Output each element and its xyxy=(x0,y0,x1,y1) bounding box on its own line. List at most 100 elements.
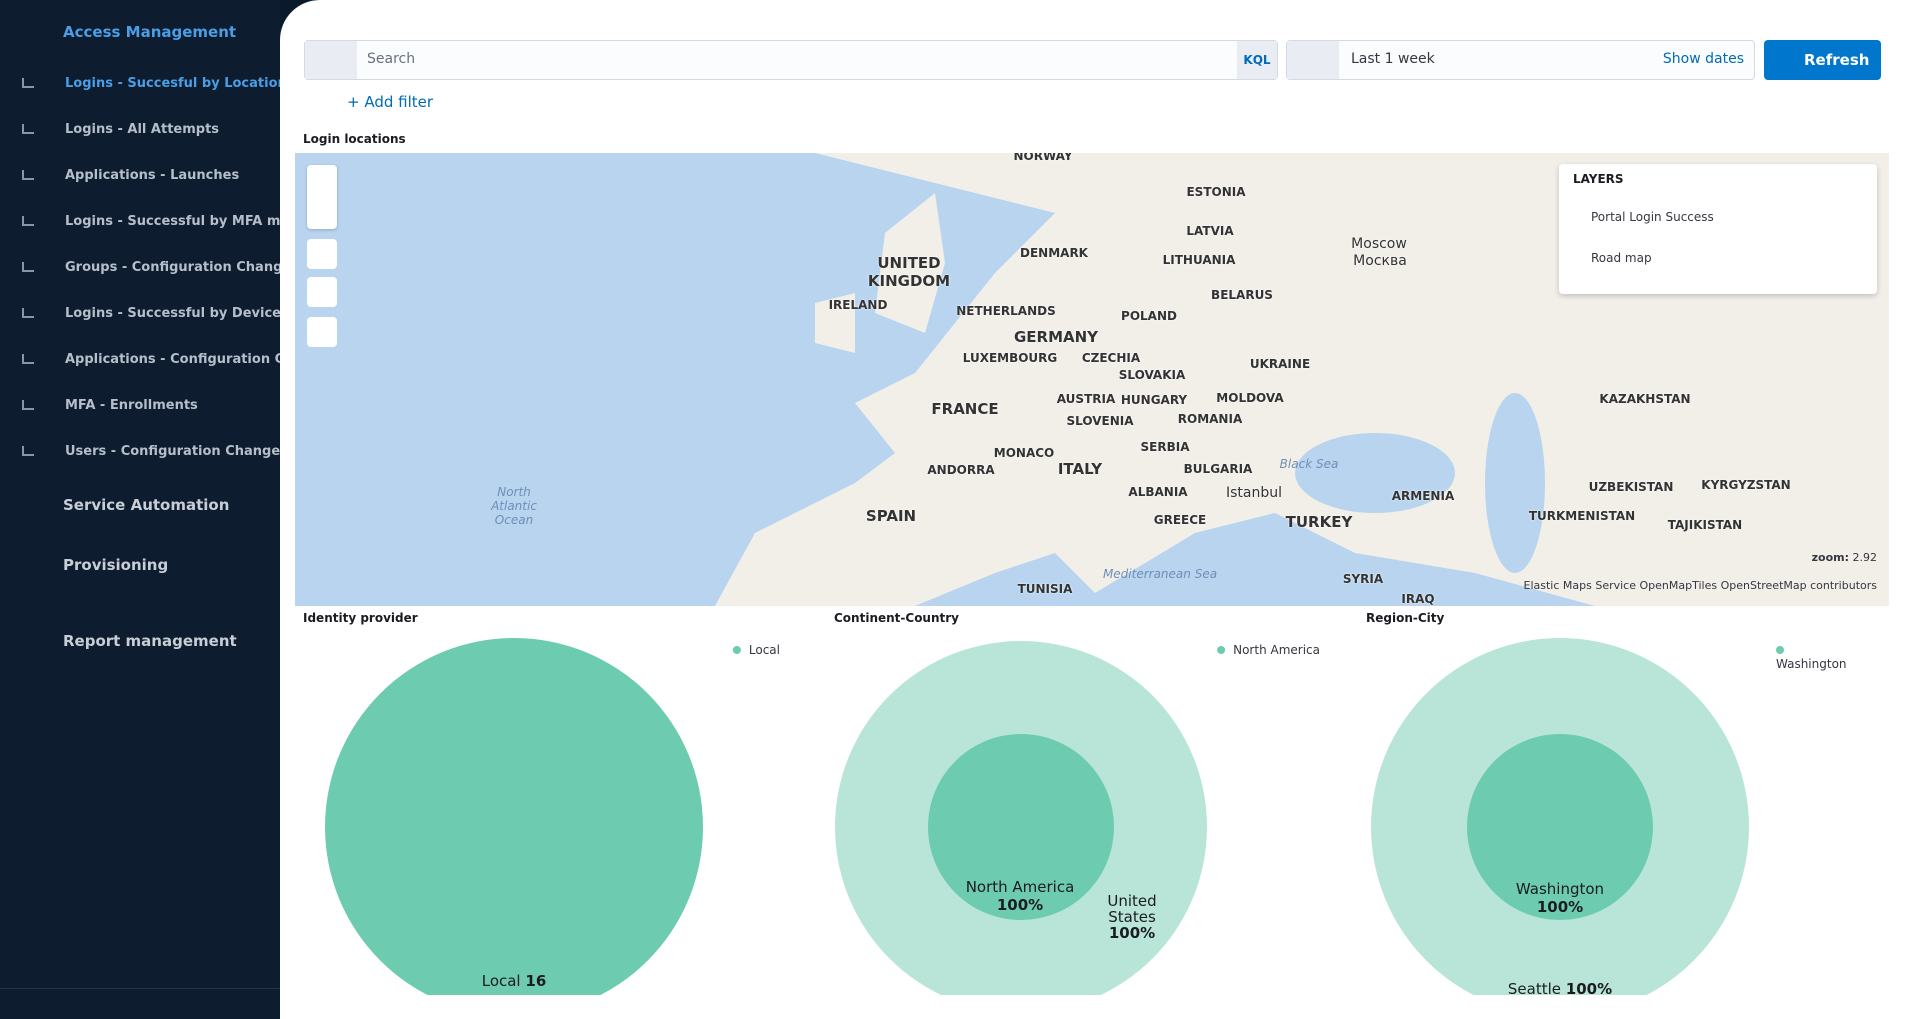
map-title: Login locations xyxy=(303,132,406,146)
map-label: Istanbul xyxy=(1225,485,1283,501)
panel-title: Continent-Country xyxy=(834,611,959,625)
nav-icon xyxy=(22,170,34,180)
map-label: SYRIA xyxy=(1342,572,1384,586)
layer[interactable]: Road map xyxy=(1591,251,1652,265)
map-label: TUNISIA xyxy=(1017,582,1073,596)
refresh-button[interactable]: Refresh xyxy=(1764,40,1881,80)
nav-item[interactable]: Logins - All Attempts xyxy=(65,122,220,137)
layer[interactable]: Portal Login Success xyxy=(1591,210,1714,224)
map-label: Moscow xyxy=(1351,236,1407,252)
map-label: Black Sea xyxy=(1279,457,1339,471)
saved-query-button[interactable] xyxy=(305,41,357,79)
map-label: POLAND xyxy=(1121,309,1177,323)
nav-icon xyxy=(22,308,34,318)
main-panel: Search KQL Last 1 week Show dates Refres… xyxy=(280,0,1920,1019)
zoom-indicator: zoom: 2.92 xyxy=(1812,551,1877,564)
nav-item[interactable]: Logins - Successful by Device xyxy=(65,306,281,321)
slice-value: 100% xyxy=(1536,898,1584,916)
map-label: NORWAY xyxy=(1013,153,1073,163)
legend-item[interactable]: Local xyxy=(733,643,780,657)
map-label: UZBEKISTAN xyxy=(1588,480,1674,494)
locate-button[interactable] xyxy=(307,239,337,269)
nav-section[interactable]: Provisioning xyxy=(63,556,169,574)
kql-toggle[interactable]: KQL xyxy=(1237,41,1277,79)
attribution: Elastic Maps Service OpenMapTiles OpenSt… xyxy=(1523,579,1877,592)
date-range: Last 1 week xyxy=(1351,51,1435,67)
map-label: Mediterranean Sea xyxy=(1102,567,1218,581)
nav-section[interactable]: Access Management xyxy=(63,23,237,41)
map-label: ESTONIA xyxy=(1186,185,1246,199)
legend-item[interactable]: Washington xyxy=(1776,643,1848,671)
map-label: DENMARK xyxy=(1020,246,1088,260)
legend-item[interactable]: North America xyxy=(1217,643,1320,657)
uk xyxy=(875,193,945,333)
map-label: SPAIN xyxy=(865,507,917,525)
map-label: SERBIA xyxy=(1140,440,1190,454)
zoom-value: 2.92 xyxy=(1852,551,1878,564)
tools-button[interactable] xyxy=(307,317,337,347)
sidebar: Access Management Logins - Succesful by L… xyxy=(0,0,299,1019)
slice-label: United States 100% xyxy=(1097,893,1167,941)
nav-item[interactable]: Applications - Launches xyxy=(65,168,240,183)
map-label: ARMENIA xyxy=(1391,489,1455,503)
map-label: ALBANIA xyxy=(1128,485,1188,499)
map-label: Москва xyxy=(1353,253,1407,269)
map-label: TURKEY xyxy=(1285,513,1353,531)
map-label: TURKMENISTAN xyxy=(1528,509,1636,523)
search-bar[interactable]: Search KQL xyxy=(304,40,1278,80)
show-dates[interactable]: Show dates xyxy=(1662,51,1744,67)
nav-icon xyxy=(22,78,34,88)
slice-value: 100% xyxy=(996,896,1044,914)
nav-icon xyxy=(22,124,34,134)
map-label: MONACO xyxy=(993,446,1055,460)
map-label: SLOVAKIA xyxy=(1118,368,1186,382)
nav-icon xyxy=(22,262,34,272)
layers-panel: LAYERS Portal Login Success Road map xyxy=(1559,164,1877,294)
nav-item[interactable]: Groups - Configuration Changes xyxy=(65,260,299,275)
divider xyxy=(0,988,280,989)
black-sea xyxy=(1295,433,1455,513)
nav-icon xyxy=(22,400,34,410)
fit-button[interactable] xyxy=(307,277,337,307)
map-label: IRELAND xyxy=(828,298,888,312)
date-picker[interactable]: Last 1 week Show dates xyxy=(1286,40,1755,80)
map-label: AUSTRIA xyxy=(1056,392,1116,406)
layers-title: LAYERS xyxy=(1573,172,1624,186)
nav-item[interactable]: Logins - Succesful by Location xyxy=(65,76,287,91)
map[interactable]: NORWAY ESTONIA LATVIA LITHUANIA UNITED KINGD… xyxy=(295,153,1889,606)
slice-name: Washington xyxy=(1515,880,1605,898)
map-label: CZECHIA xyxy=(1081,351,1141,365)
map-label: LATVIA xyxy=(1186,224,1234,238)
nav-icon xyxy=(22,446,34,456)
add-filter[interactable]: + Add filter xyxy=(347,93,434,111)
panel-title: Identity provider xyxy=(303,611,418,625)
date-quick-menu[interactable] xyxy=(1287,41,1339,79)
nav-item[interactable]: MFA - Enrollments xyxy=(65,398,198,413)
zoom-label: zoom: xyxy=(1811,551,1849,564)
map-label: UKRAINE xyxy=(1249,357,1311,371)
map-label: KYRGYZSTAN xyxy=(1701,478,1791,492)
zoom-buttons[interactable] xyxy=(307,165,337,229)
nav-item[interactable]: Logins - Successful by MFA m... xyxy=(65,214,296,229)
map-label: FRANCE xyxy=(931,400,999,418)
slice-name: United States xyxy=(1107,892,1157,926)
nav-link[interactable]: Report management xyxy=(63,632,237,650)
map-label: SLOVENIA xyxy=(1066,414,1134,428)
nav-item[interactable]: Users - Configuration Changes xyxy=(65,444,288,459)
slice-value: 16 xyxy=(525,972,547,990)
map-label: GREECE xyxy=(1153,513,1207,527)
map-label: LUXEMBOURG xyxy=(962,351,1058,365)
map-label: BULGARIA xyxy=(1183,462,1253,476)
nav-item[interactable]: Applications - Configuration C... xyxy=(65,352,299,367)
slice-label: Washington 100% xyxy=(1516,880,1604,916)
map-controls[interactable] xyxy=(307,165,337,347)
map-label: GERMANY xyxy=(1013,328,1099,346)
nav-section[interactable]: Service Automation xyxy=(63,496,230,514)
slice-value: 100% xyxy=(1565,980,1613,998)
slice-label: Local 16 xyxy=(482,972,547,990)
map-label: IRAQ xyxy=(1401,592,1435,606)
caspian-sea xyxy=(1485,393,1545,573)
pie-slice xyxy=(1467,734,1653,920)
